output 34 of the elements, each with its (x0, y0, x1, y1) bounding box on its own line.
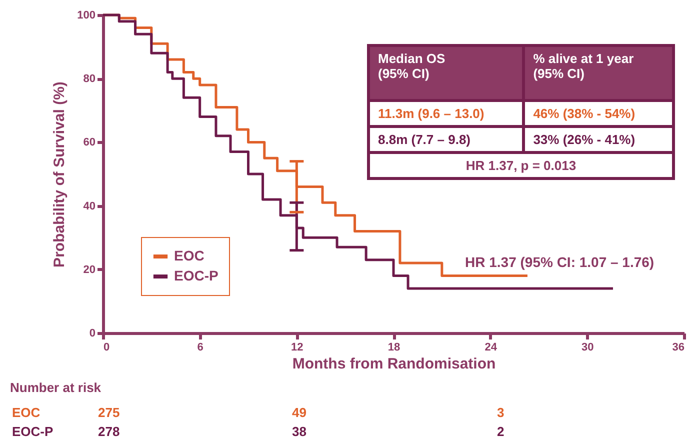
y-tick-label: 100 (77, 10, 96, 22)
annotation: HR 1.37, p = 0.013 (368, 152, 674, 178)
annotation: 11.3m (9.6 – 13.0) (368, 100, 524, 126)
text: 275 (98, 405, 120, 420)
y-tick-label: 80 (83, 73, 96, 86)
legend-label: EOC-P (174, 268, 218, 284)
annotation: 8.8m (7.7 – 9.8) (368, 126, 524, 152)
annotation: HR 1.37 (95% CI: 1.07 – 1.76) (465, 254, 654, 270)
x-tick-label: 36 (672, 342, 684, 354)
x-tick-label: 30 (582, 342, 594, 354)
text: EOC-P (12, 424, 54, 439)
x-tick-label: 6 (197, 342, 204, 354)
text: 2 (497, 424, 504, 439)
y-tick-label: 20 (83, 264, 96, 276)
x-tick-label: 0 (104, 342, 110, 354)
x-tick-label: 18 (388, 342, 400, 354)
x-tick-label: 12 (291, 342, 304, 354)
text: 278 (98, 424, 120, 439)
text: EOC (12, 405, 40, 420)
x-tick-label: 24 (484, 342, 498, 354)
text: 38 (292, 424, 306, 439)
annotation: 46% (38% - 54%) (524, 100, 674, 126)
text: 49 (292, 405, 306, 420)
y-tick-label: 40 (83, 200, 96, 212)
y-tick-label: 60 (83, 136, 96, 149)
annotation: Median OS (95% CI) (368, 46, 524, 100)
annotation: % alive at 1 year (95% CI) (524, 46, 674, 100)
legend-label: EOC (174, 248, 204, 264)
annotation: 33% (26% - 41%) (524, 126, 674, 152)
x-axis-title: Months from Randomisation (292, 356, 496, 372)
y-axis-title: Probability of Survival (%) (51, 82, 68, 268)
y-tick-label: 0 (89, 328, 96, 340)
text: 3 (497, 405, 504, 420)
text: Number at risk (10, 380, 102, 395)
